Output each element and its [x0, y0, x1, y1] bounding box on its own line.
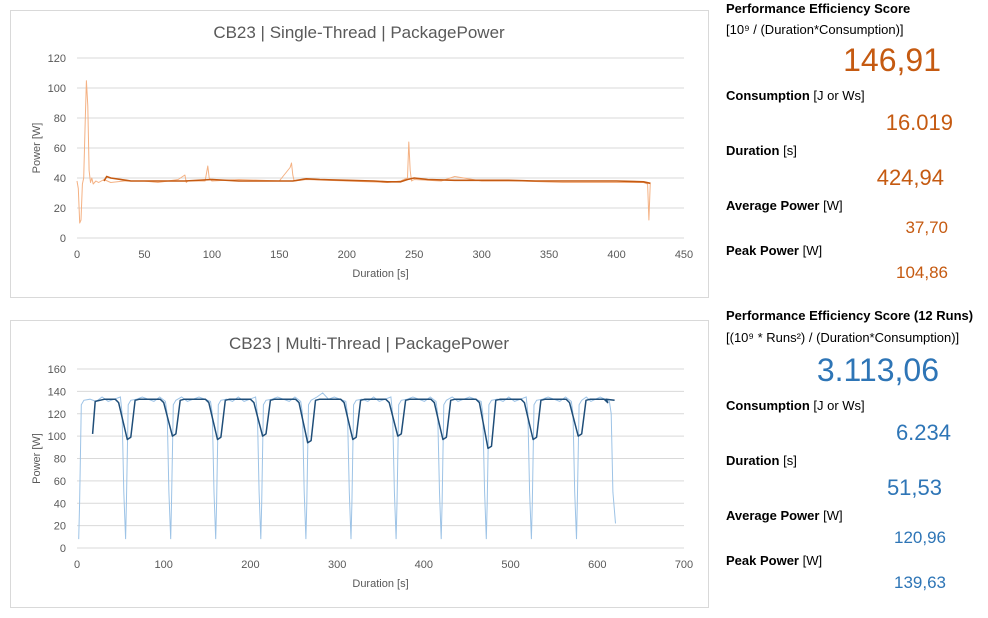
multi-consumption-label: Consumption [J or Ws]	[726, 398, 865, 413]
x-tick-label: 300	[328, 559, 346, 571]
multi-average-power-label: Average Power [W]	[726, 508, 843, 523]
single-consumption-value: 16.019	[885, 110, 953, 135]
y-tick-label: 0	[60, 233, 66, 245]
y-tick-label: 40	[54, 498, 66, 510]
x-tick-label: 600	[588, 559, 606, 571]
y-tick-label: 160	[48, 364, 66, 376]
multi-thread-chart: CB23 | Multi-Thread | PackagePower 0 20 40 6…	[10, 320, 709, 608]
y-tick-label: 140	[48, 386, 66, 398]
y-axis-label: Power [W]	[31, 433, 43, 484]
y-tick-label: 40	[54, 173, 66, 185]
single-score-formula: [10⁹ / (Duration*Consumption)]	[726, 22, 904, 37]
multi-score-value: 3.113,06	[816, 352, 939, 388]
single-duration-label: Duration [s]	[726, 143, 797, 158]
x-tick-label: 200	[338, 249, 356, 261]
y-tick-label: 0	[60, 543, 66, 555]
x-tick-label: 250	[405, 249, 423, 261]
x-tick-label: 400	[415, 559, 433, 571]
single-thread-chart-svg: CB23 | Single-Thread | PackagePower 0 20 40…	[31, 23, 693, 280]
single-peak-power-value: 104,86	[896, 263, 948, 282]
single-peak-power-label: Peak Power [W]	[726, 243, 823, 258]
y-tick-label: 120	[48, 409, 66, 421]
single-duration-value: 424,94	[876, 165, 944, 190]
multi-score-title: Performance Efficiency Score (12 Runs)	[726, 308, 974, 323]
x-tick-label: 150	[270, 249, 288, 261]
single-consumption-label: Consumption [J or Ws]	[726, 88, 865, 103]
single-score-value: 146,91	[843, 42, 941, 78]
x-tick-label: 500	[501, 559, 519, 571]
multi-peak-power-value: 139,63	[894, 573, 946, 592]
x-tick-label: 100	[155, 559, 173, 571]
multi-duration-label: Duration [s]	[726, 453, 797, 468]
y-tick-label: 100	[48, 431, 66, 443]
raw-power-series	[76, 80, 651, 224]
single-average-power-label: Average Power [W]	[726, 198, 843, 213]
y-tick-label: 60	[54, 143, 66, 155]
multi-thread-stats: Performance Efficiency Score (12 Runs) […	[726, 300, 984, 610]
x-axis-label: Duration [s]	[352, 268, 408, 280]
chart-title: CB23 | Multi-Thread | PackagePower	[229, 334, 509, 353]
x-axis-label: Duration [s]	[352, 578, 408, 590]
y-tick-label: 60	[54, 476, 66, 488]
x-tick-label: 100	[203, 249, 221, 261]
multi-thread-chart-svg: CB23 | Multi-Thread | PackagePower 0 20 40 6…	[31, 334, 693, 590]
single-average-power-value: 37,70	[905, 218, 948, 237]
raw-power-series	[78, 392, 616, 540]
x-tick-label: 700	[675, 559, 693, 571]
chart-title: CB23 | Single-Thread | PackagePower	[213, 23, 505, 42]
y-tick-label: 80	[54, 113, 66, 125]
multi-duration-value: 51,53	[886, 475, 942, 500]
x-tick-label: 450	[675, 249, 693, 261]
smoothed-power-series	[91, 398, 615, 450]
y-tick-label: 120	[48, 53, 66, 65]
multi-average-power-value: 120,96	[894, 528, 946, 547]
x-tick-label: 400	[607, 249, 625, 261]
y-tick-label: 20	[54, 521, 66, 533]
single-score-title: Performance Efficiency Score	[726, 1, 911, 16]
multi-peak-power-label: Peak Power [W]	[726, 553, 823, 568]
x-tick-label: 300	[472, 249, 490, 261]
multi-score-formula: [(10⁹ * Runs²) / (Duration*Consumption)]	[726, 330, 960, 345]
y-tick-label: 100	[48, 83, 66, 95]
x-tick-label: 0	[74, 559, 80, 571]
smoothed-power-series	[103, 175, 651, 185]
x-tick-label: 350	[540, 249, 558, 261]
y-tick-label: 80	[54, 454, 66, 466]
multi-consumption-value: 6.234	[895, 420, 951, 445]
single-thread-stats: Performance Efficiency Score [10⁹ / (Dur…	[726, 0, 984, 300]
x-tick-label: 200	[241, 559, 259, 571]
single-thread-chart: CB23 | Single-Thread | PackagePower 0 20 40…	[10, 10, 709, 298]
y-axis-label: Power [W]	[31, 123, 43, 174]
y-tick-label: 20	[54, 203, 66, 215]
x-tick-label: 0	[74, 249, 80, 261]
x-tick-label: 50	[138, 249, 150, 261]
